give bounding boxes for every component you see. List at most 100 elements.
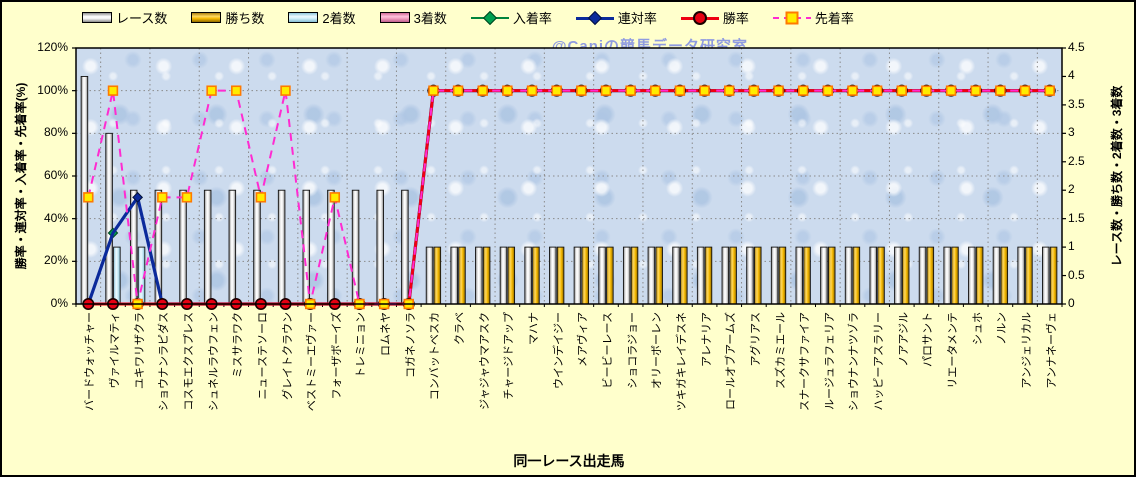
marker-square: [1019, 85, 1031, 96]
bar-races: [746, 246, 754, 305]
right-tick-label: 3.5: [1068, 96, 1085, 111]
bar-1: [803, 246, 811, 305]
legend-item-0: レース数: [82, 8, 167, 27]
bar-races: [80, 75, 89, 305]
x-category-label: ベストミーエヴァー: [306, 312, 319, 412]
bar-1: [1025, 246, 1033, 305]
left-tick-label: 20%: [43, 253, 68, 268]
bar-races: [277, 189, 286, 305]
right-axis-title: レース数・勝ち数・2着数・3着数: [1110, 85, 1124, 267]
bar-races: [844, 246, 853, 305]
bar-races: [401, 189, 409, 305]
bar-1: [433, 246, 442, 305]
bar-races: [894, 246, 902, 305]
marker-square: [280, 85, 291, 96]
bar-races: [376, 189, 384, 305]
left-tick-label: 0%: [50, 296, 68, 310]
right-tick-label: 4: [1068, 68, 1075, 83]
bar-races: [203, 189, 212, 305]
legend-label: 勝ち数: [225, 11, 265, 26]
bar-1: [606, 246, 614, 305]
bar-races: [425, 246, 434, 305]
bar-1: [926, 246, 935, 305]
bar-races: [721, 246, 730, 305]
bar-races: [1042, 246, 1050, 305]
marker-square: [674, 85, 686, 96]
legend-label: レース数: [116, 11, 168, 26]
x-category-label: シュホ: [971, 312, 984, 345]
bar-1: [1049, 246, 1058, 305]
x-category-label: アグリアス: [749, 312, 762, 367]
bar-races: [105, 132, 113, 305]
x-category-label: ノアアジル: [897, 312, 910, 367]
bar-1: [704, 246, 713, 305]
x-category-label: ショウナンナツゾラ: [848, 312, 861, 411]
left-tick-label: 100%: [37, 82, 68, 97]
right-tick-label: 2: [1068, 182, 1075, 197]
bar-races: [228, 189, 237, 305]
bar-1: [901, 246, 910, 305]
bar-races: [770, 246, 779, 305]
x-category-label: バードウォッチャー: [84, 312, 97, 411]
bar-1: [507, 246, 516, 305]
marker-square: [724, 85, 735, 96]
bar-1: [975, 246, 984, 305]
legend-label: 先着率: [814, 11, 854, 26]
x-category-label: パロサント: [922, 312, 935, 367]
x-category-label: マハナ: [528, 312, 541, 345]
x-axis-title: 同一レース出走馬: [513, 453, 625, 469]
marker-square: [428, 85, 439, 96]
bar-races: [943, 246, 951, 305]
x-category-label: チャージドアップ: [503, 312, 516, 400]
bar-1: [482, 246, 491, 305]
x-category-label: ショコラジョー: [626, 312, 639, 389]
marker-square: [255, 192, 267, 203]
line-series-3: [87, 89, 1050, 305]
marker-square: [181, 192, 193, 203]
bar-races: [1017, 246, 1025, 305]
marker-square: [995, 85, 1006, 96]
marker-square: [822, 85, 834, 96]
bar-race-swatch-icon: [82, 12, 112, 23]
legend-item-5: 連対率: [575, 8, 657, 27]
bar-1: [827, 246, 836, 305]
marker-square: [452, 85, 464, 96]
marker-square: [797, 85, 809, 96]
right-tick-label: 0.5: [1068, 267, 1085, 282]
line-magenta-dash-square-swatch-icon: [772, 11, 811, 25]
x-category-label: ノルン: [996, 312, 1009, 345]
marker-square: [477, 85, 488, 96]
bar-races: [179, 189, 187, 305]
bar-races: [253, 189, 261, 305]
bar-1: [1000, 246, 1009, 305]
bar-races: [549, 246, 557, 305]
right-tick-label: 1.5: [1068, 210, 1085, 225]
bar-2: [113, 246, 121, 305]
marker-square: [650, 85, 661, 96]
bar-races: [795, 246, 804, 305]
marker-square: [83, 192, 94, 203]
line-green-diamond-swatch-icon: [470, 10, 509, 25]
right-tick-label: 4.5: [1068, 40, 1085, 54]
bar-races: [351, 189, 360, 305]
bar-1: [877, 246, 885, 305]
bar-1: [852, 246, 861, 305]
x-category-label: ニューステソーロ: [256, 312, 269, 400]
legend-item-3: 3着数: [379, 8, 447, 27]
legend-label: 連対率: [617, 11, 657, 26]
bar-second-swatch-icon: [288, 12, 319, 23]
x-category-label: リエータメンテ: [947, 312, 960, 389]
x-category-label: アンナネーヴェ: [1045, 312, 1058, 389]
left-tick-label: 120%: [37, 40, 68, 54]
x-category-label: トレミニョン: [355, 312, 368, 378]
legend-label: 3着数: [413, 11, 447, 26]
x-category-label: ウインデイジー: [552, 312, 565, 389]
x-category-label: ヴァイルマティ: [108, 312, 121, 389]
legend-label: 2着数: [322, 11, 356, 26]
marker-square: [600, 85, 612, 96]
x-category-label: フォーザボーイズ: [330, 312, 343, 400]
right-tick-label: 0: [1068, 296, 1075, 310]
bar-races: [820, 246, 828, 305]
x-category-label: アレナリア: [700, 312, 713, 367]
x-category-label: メアヴィア: [577, 312, 590, 367]
